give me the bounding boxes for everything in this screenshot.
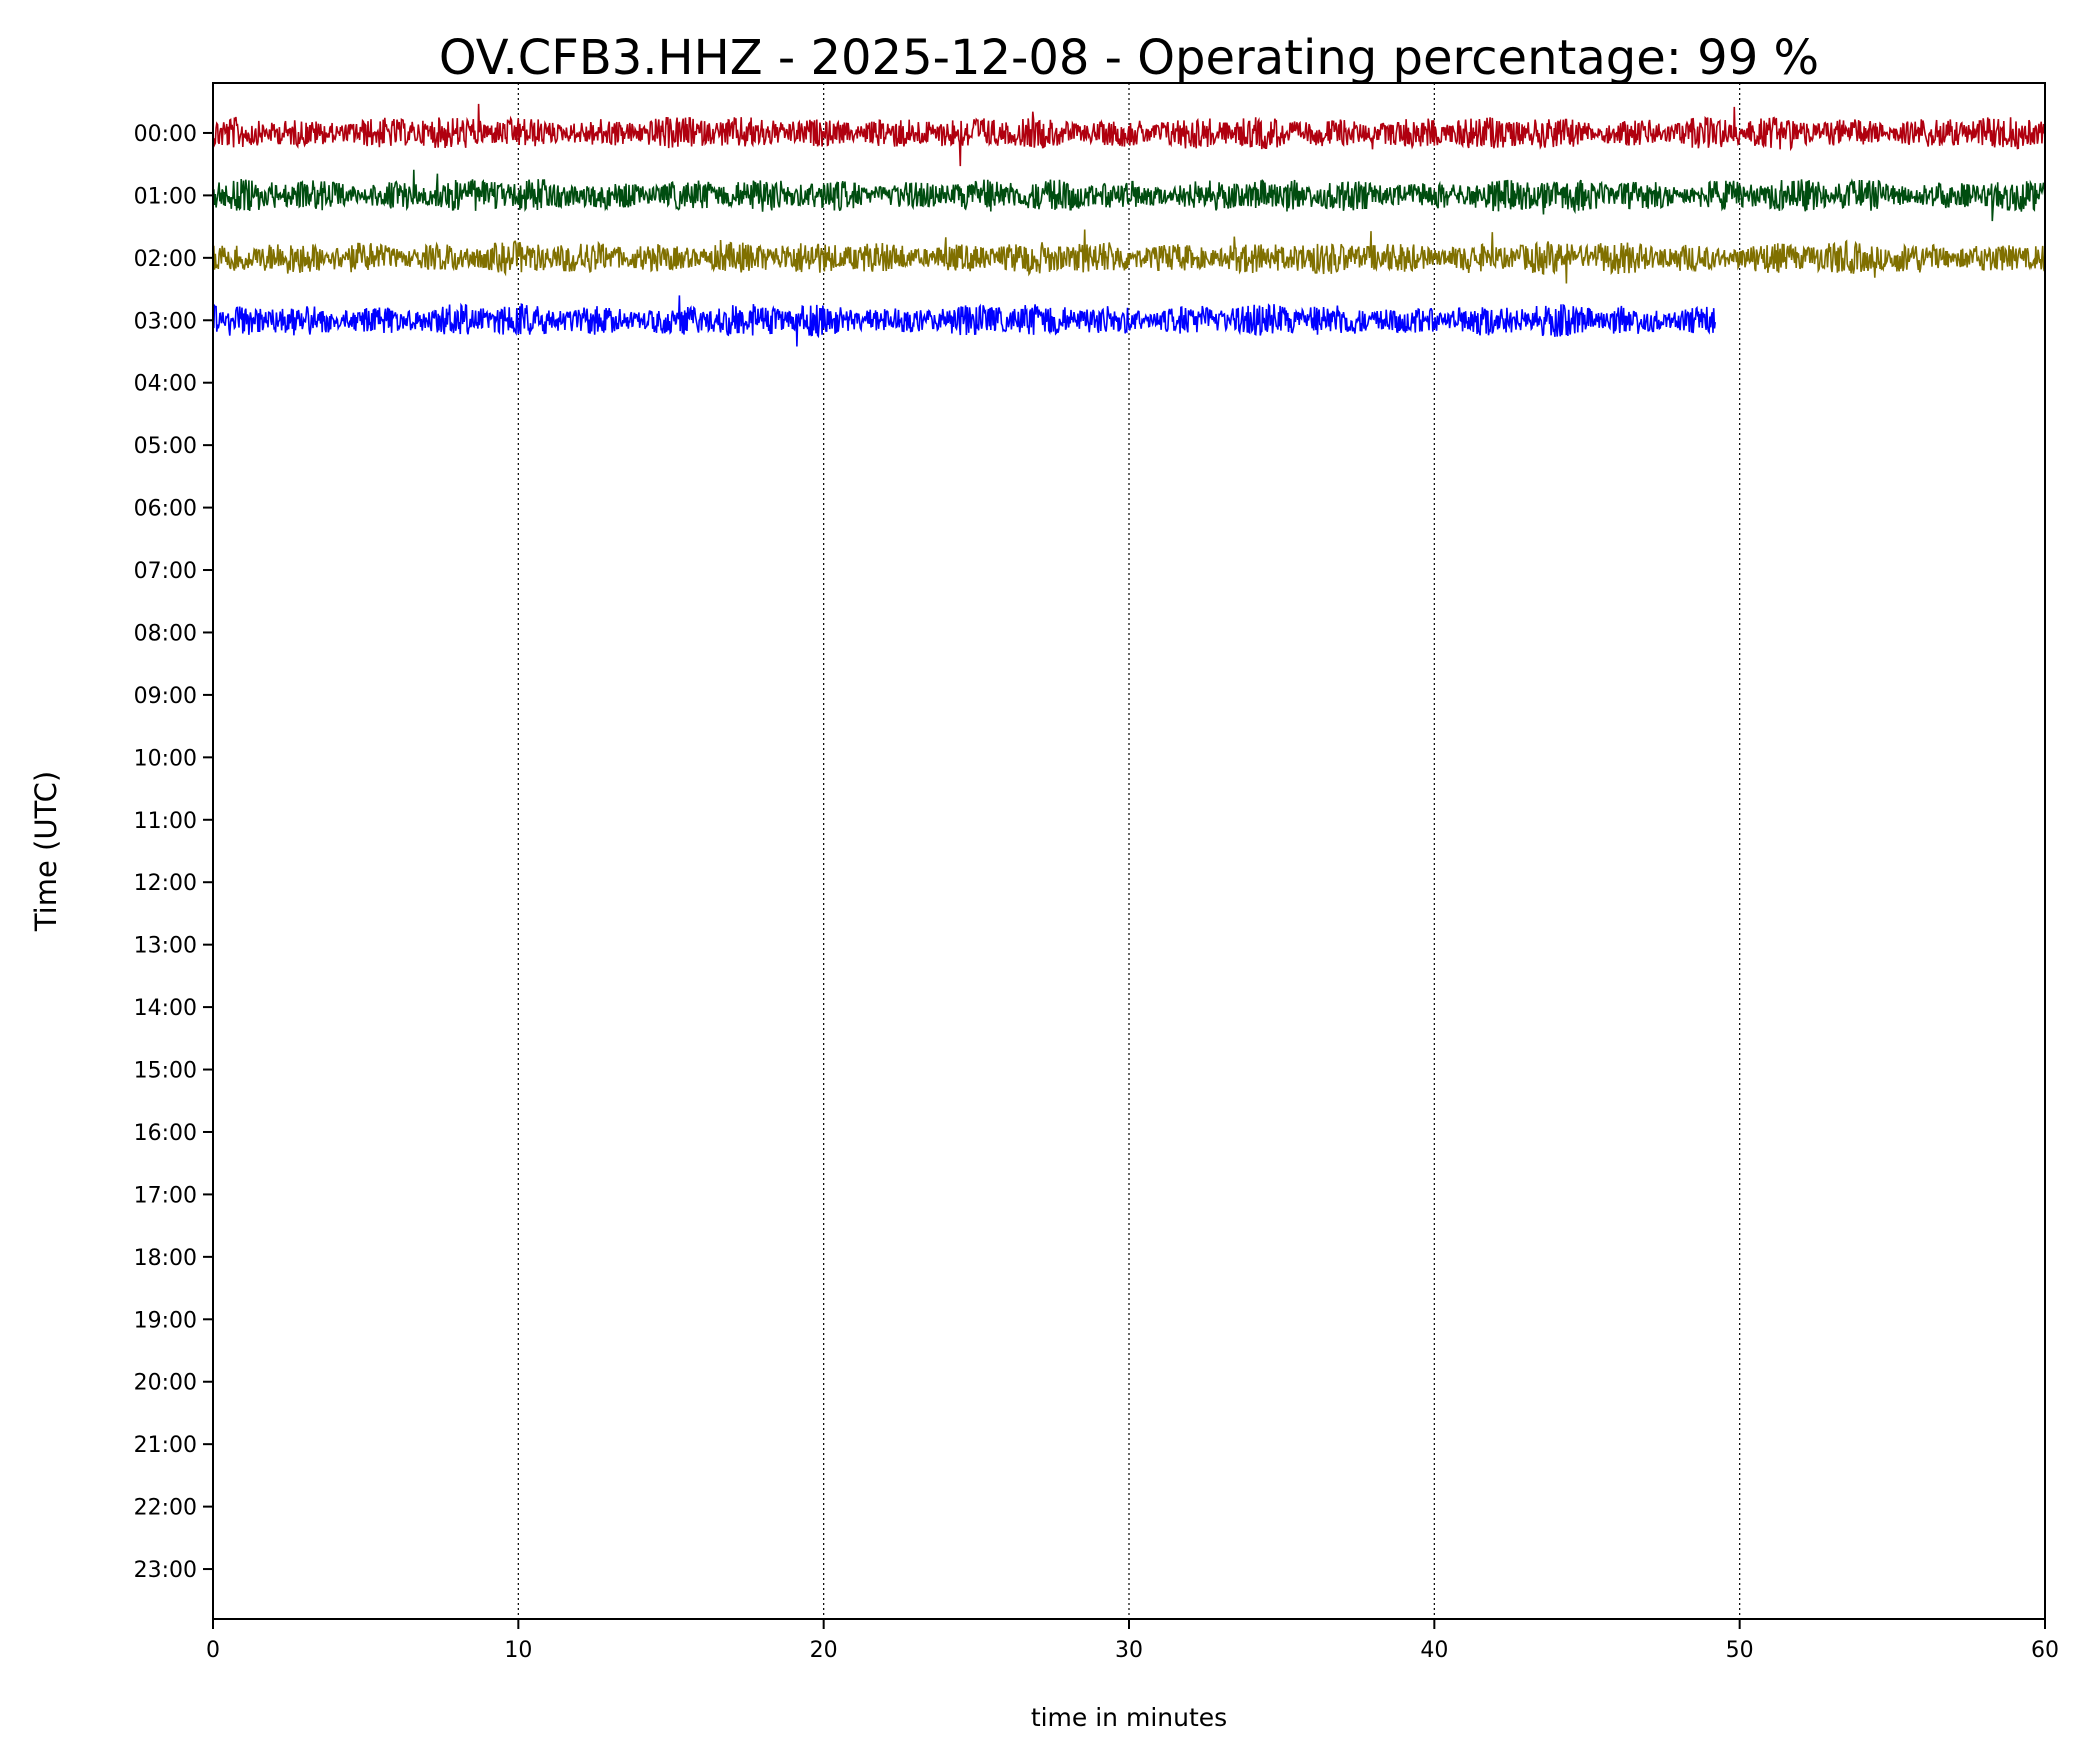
y-tick-label: 16:00 [134, 1121, 197, 1146]
y-tick-label: 21:00 [134, 1433, 197, 1458]
y-tick-label: 13:00 [134, 934, 197, 959]
y-axis-label: Time (UTC) [29, 771, 63, 932]
y-tick-label: 17:00 [134, 1183, 197, 1208]
y-tick-label: 11:00 [134, 809, 197, 834]
y-tick-label: 15:00 [134, 1059, 197, 1084]
y-tick-label: 19:00 [134, 1308, 197, 1333]
x-tick-label: 10 [504, 1638, 532, 1663]
x-axis-label: time in minutes [1031, 1703, 1227, 1732]
chart-title: OV.CFB3.HHZ - 2025-12-08 - Operating per… [439, 30, 1819, 86]
y-tick-label: 05:00 [134, 434, 197, 459]
y-tick-label: 23:00 [134, 1558, 197, 1583]
grid-lines [517, 83, 1741, 1619]
y-tick-label: 22:00 [134, 1496, 197, 1521]
trace-hour-0 [212, 103, 2046, 167]
x-tick-label: 60 [2031, 1638, 2059, 1663]
trace-hour-1 [212, 169, 2046, 222]
y-tick-label: 20:00 [134, 1371, 197, 1396]
trace-hour-2 [212, 229, 2046, 284]
y-tick-label: 00:00 [134, 122, 197, 147]
y-axis: 00:00 01:00 02:00 03:00 04:00 05:00 06:00 07:00… [134, 122, 213, 1583]
x-tick-label: 50 [1726, 1638, 1754, 1663]
y-tick-label: 09:00 [134, 684, 197, 709]
x-tick-label: 0 [206, 1638, 220, 1663]
x-axis: 0 10 20 30 40 50 60 [206, 1619, 2059, 1663]
x-tick-label: 40 [1420, 1638, 1448, 1663]
x-tick-label: 30 [1115, 1638, 1143, 1663]
traces [212, 103, 2046, 347]
y-tick-label: 07:00 [134, 559, 197, 584]
y-tick-label: 12:00 [134, 871, 197, 896]
y-tick-label: 14:00 [134, 996, 197, 1021]
y-tick-label: 08:00 [134, 621, 197, 646]
trace-hour-3 [212, 295, 1716, 347]
y-tick-label: 18:00 [134, 1246, 197, 1271]
y-tick-label: 02:00 [134, 247, 197, 272]
y-tick-label: 04:00 [134, 372, 197, 397]
y-tick-label: 10:00 [134, 746, 197, 771]
x-tick-label: 20 [810, 1638, 838, 1663]
y-tick-label: 03:00 [134, 309, 197, 334]
y-tick-label: 06:00 [134, 497, 197, 522]
y-tick-label: 01:00 [134, 184, 197, 209]
